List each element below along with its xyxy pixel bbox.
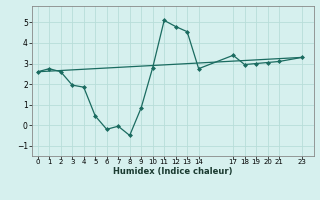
X-axis label: Humidex (Indice chaleur): Humidex (Indice chaleur) <box>113 167 233 176</box>
